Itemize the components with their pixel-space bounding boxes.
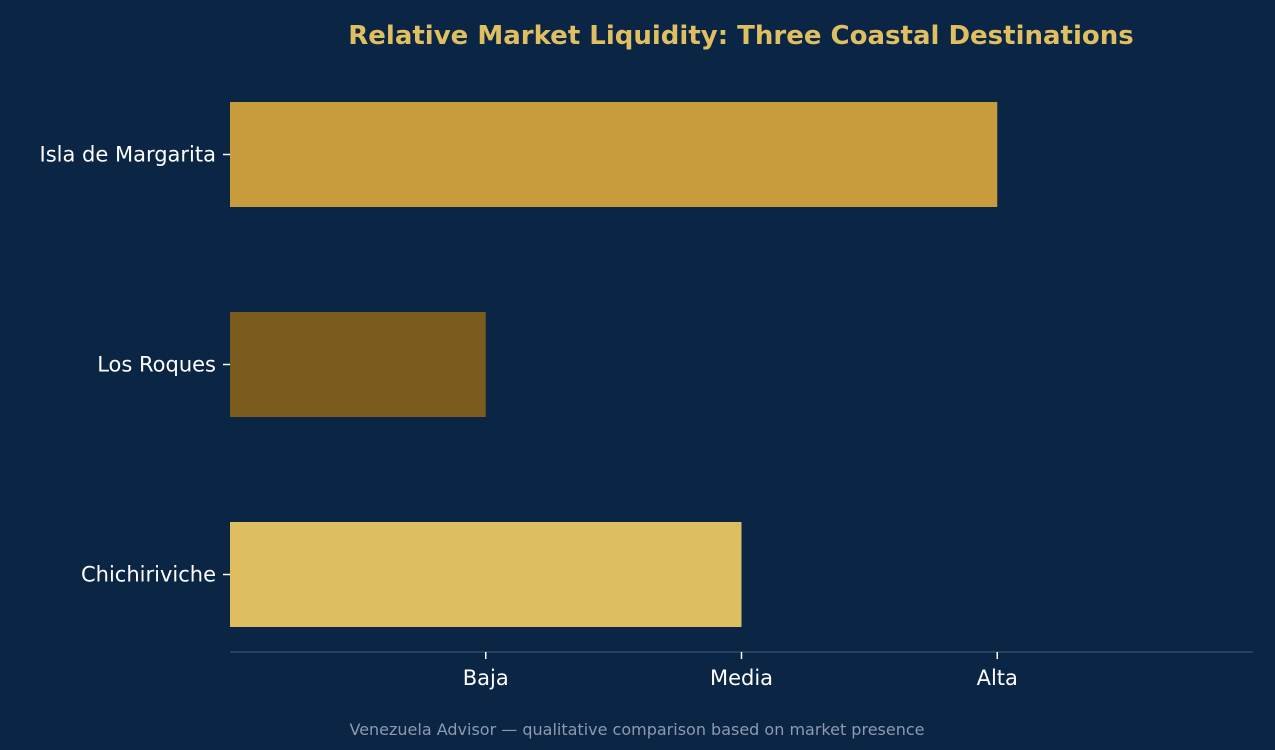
- x-tick-label-0: Baja: [463, 666, 509, 690]
- bar-2: [230, 522, 742, 627]
- category-label-2: Chichiriviche: [81, 563, 216, 587]
- x-tick-labels: Baja Media Alta: [463, 652, 1018, 690]
- footer-note: Venezuela Advisor — qualitative comparis…: [349, 720, 924, 739]
- category-label-1: Los Roques: [97, 353, 216, 377]
- bar-0: [230, 102, 998, 207]
- chart-title: Relative Market Liquidity: Three Coastal…: [348, 21, 1133, 51]
- category-labels: Isla de Margarita Los Roques Chichiriviche: [40, 143, 230, 587]
- bars-layer: [230, 102, 998, 627]
- category-label-0: Isla de Margarita: [40, 143, 216, 167]
- x-tick-label-2: Alta: [977, 666, 1018, 690]
- bar-1: [230, 312, 486, 417]
- x-tick-label-1: Media: [710, 666, 773, 690]
